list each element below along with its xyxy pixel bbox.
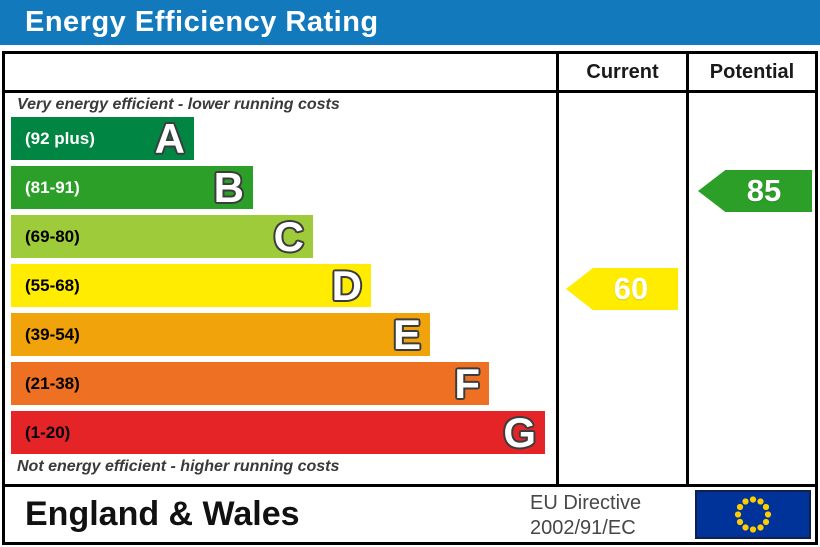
band-letter: G — [503, 408, 536, 456]
band-letter: C — [273, 212, 304, 260]
eu-directive-label: EU Directive 2002/91/EC — [530, 491, 641, 541]
eu-directive-line1: EU Directive — [530, 492, 642, 514]
band-letter: E — [392, 310, 421, 358]
bottom-note: Not energy efficient - higher running co… — [17, 458, 340, 475]
rating-band-F: (21-38) F — [11, 362, 489, 405]
footer-bar: England & Wales EU Directive 2002/91/EC — [2, 487, 818, 545]
band-letter: F — [454, 359, 480, 407]
band-range-label: (21-38) — [25, 373, 80, 393]
rating-table: Current Potential Very energy efficient … — [2, 51, 818, 487]
region-label: England & Wales — [25, 495, 300, 533]
rating-band-C: (69-80) C — [11, 215, 313, 258]
header-rule — [5, 90, 815, 93]
band-range-label: (69-80) — [25, 226, 80, 246]
rating-band-A: (92 plus) A — [11, 117, 194, 160]
band-range-label: (1-20) — [25, 422, 71, 442]
band-range-label: (39-54) — [25, 324, 80, 344]
top-note: Very energy efficient - lower running co… — [17, 96, 340, 113]
potential-column-header: Potential — [709, 60, 795, 83]
band-letter: A — [154, 114, 185, 162]
rating-band-G: (1-20) G — [11, 411, 545, 454]
potential-rating-value: 85 — [746, 173, 782, 208]
title-bar: Energy Efficiency Rating — [0, 0, 820, 45]
band-letter: B — [213, 163, 244, 211]
rating-band-E: (39-54) E — [11, 313, 430, 356]
current-column-header: Current — [586, 60, 659, 83]
band-range-label: (55-68) — [25, 275, 80, 295]
page-title: Energy Efficiency Rating — [25, 6, 379, 38]
band-range-label: (81-91) — [25, 177, 80, 197]
potential-rating-arrow: 85 — [698, 170, 812, 212]
eu-flag-icon — [695, 490, 811, 539]
column-divider — [686, 54, 689, 484]
band-range-label: (92 plus) — [25, 128, 95, 148]
current-rating-value: 60 — [613, 271, 649, 306]
current-rating-arrow: 60 — [566, 268, 678, 310]
column-divider — [556, 54, 559, 484]
rating-band-B: (81-91) B — [11, 166, 253, 209]
band-letter: D — [331, 261, 362, 309]
rating-band-D: (55-68) D — [11, 264, 371, 307]
eu-directive-line2: 2002/91/EC — [530, 517, 636, 539]
